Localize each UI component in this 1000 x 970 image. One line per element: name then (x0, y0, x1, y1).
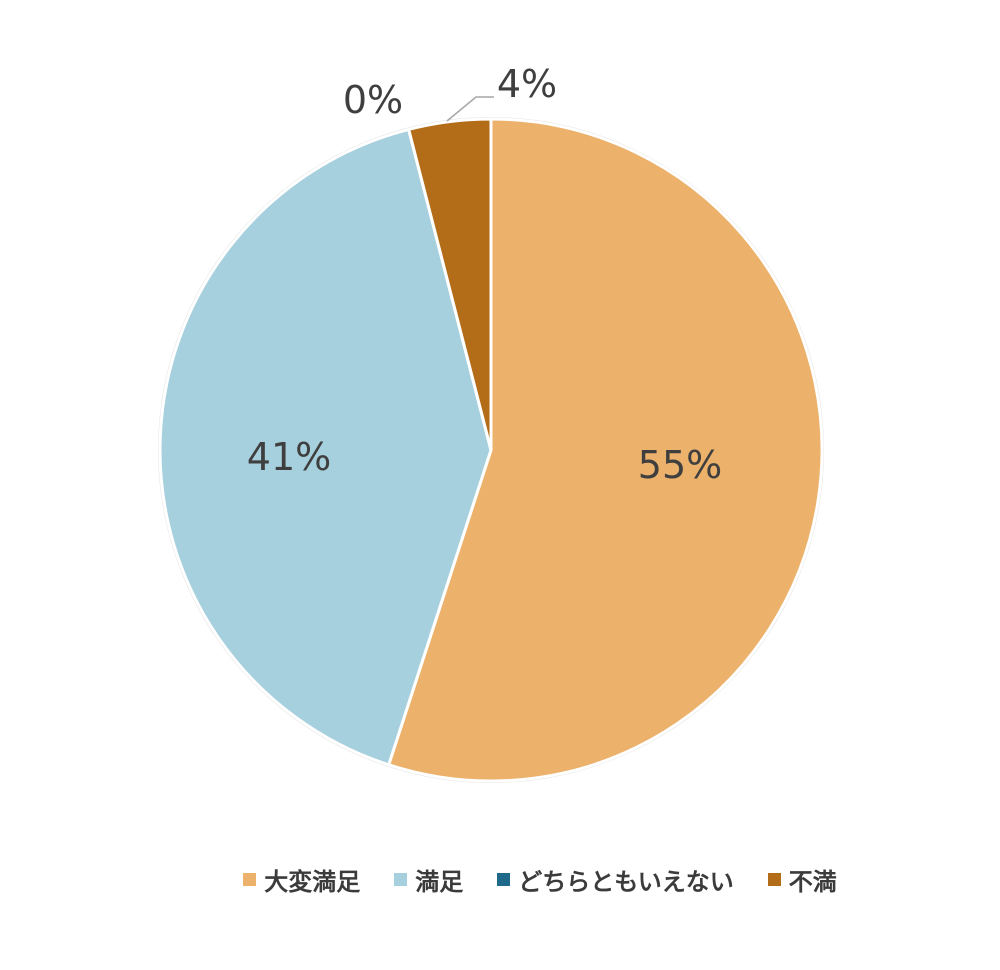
legend-label: どちらともいえない (518, 868, 734, 896)
pie-slice-very-satisfied (387, 117, 824, 783)
legend-label: 大変満足 (264, 868, 361, 896)
legend-item-dissatisfied: 不満 (767, 862, 837, 897)
slice-label-very-satisfied: 55% (638, 443, 722, 487)
legend-swatch (243, 873, 257, 886)
legend-label: 不満 (788, 868, 837, 896)
leader-lines (446, 96, 494, 122)
legend-swatch (394, 873, 408, 886)
legend: 大変満足 満足 どちらともいえない 不満 (0, 862, 1000, 897)
pie-slice-satisfied (158, 127, 493, 767)
pie-slice-dissatisfied (407, 117, 493, 452)
slice-label-neutral: 0% (343, 78, 403, 122)
legend-item-satisfied: 満足 (394, 862, 463, 897)
legend-swatch (767, 873, 781, 886)
leader-line-dissatisfied (446, 96, 494, 122)
legend-item-very-satisfied: 大変満足 (243, 862, 360, 897)
legend-item-neutral: どちらともいえない (497, 862, 734, 897)
slice-labels: 55% 41% 0% 4% (247, 62, 722, 487)
legend-swatch (497, 873, 511, 886)
legend-label: 満足 (415, 868, 464, 896)
slice-label-dissatisfied: 4% (497, 62, 557, 106)
slice-label-satisfied: 41% (247, 435, 331, 479)
pie-slices (158, 117, 824, 783)
